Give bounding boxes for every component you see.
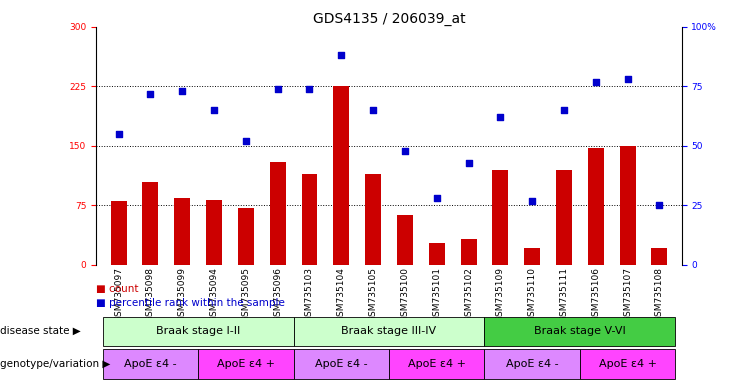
Bar <box>619 146 636 265</box>
Point <box>399 147 411 154</box>
Text: GSM735108: GSM735108 <box>655 268 664 323</box>
Text: GSM735110: GSM735110 <box>528 268 536 323</box>
Title: GDS4135 / 206039_at: GDS4135 / 206039_at <box>313 12 465 26</box>
Text: GSM735094: GSM735094 <box>210 268 219 322</box>
Text: GSM735096: GSM735096 <box>273 268 282 323</box>
Text: GSM735106: GSM735106 <box>591 268 600 323</box>
Bar <box>270 162 285 265</box>
Text: ApoE ε4 +: ApoE ε4 + <box>408 359 466 369</box>
Text: GSM735102: GSM735102 <box>464 268 473 322</box>
Bar <box>588 147 604 265</box>
Point <box>590 79 602 85</box>
Bar <box>524 248 540 265</box>
Text: Braak stage III-IV: Braak stage III-IV <box>342 326 436 336</box>
Point <box>526 198 538 204</box>
Text: GSM735109: GSM735109 <box>496 268 505 323</box>
Bar <box>651 248 668 265</box>
Point <box>208 107 220 113</box>
Point <box>304 86 316 92</box>
Point <box>336 52 348 58</box>
Bar <box>493 170 508 265</box>
Point <box>176 88 188 94</box>
Bar <box>389 349 485 379</box>
Text: GSM735099: GSM735099 <box>178 268 187 323</box>
Bar <box>365 174 381 265</box>
Point <box>622 76 634 82</box>
Text: ApoE ε4 -: ApoE ε4 - <box>124 359 176 369</box>
Point <box>240 138 252 144</box>
Bar <box>103 316 293 346</box>
Bar <box>293 316 485 346</box>
Text: ■ count: ■ count <box>96 284 139 294</box>
Text: GSM735095: GSM735095 <box>242 268 250 323</box>
Bar <box>206 200 222 265</box>
Bar <box>556 170 572 265</box>
Text: GSM735098: GSM735098 <box>146 268 155 323</box>
Point <box>272 86 284 92</box>
Text: ApoE ε4 -: ApoE ε4 - <box>315 359 368 369</box>
Text: GSM735100: GSM735100 <box>400 268 410 323</box>
Point <box>368 107 379 113</box>
Bar <box>429 243 445 265</box>
Text: GSM735111: GSM735111 <box>559 268 568 323</box>
Bar <box>198 349 293 379</box>
Bar <box>238 208 254 265</box>
Text: genotype/variation ▶: genotype/variation ▶ <box>0 359 110 369</box>
Bar <box>485 316 675 346</box>
Text: Braak stage I-II: Braak stage I-II <box>156 326 240 336</box>
Bar <box>302 174 317 265</box>
Point <box>431 195 442 201</box>
Text: ApoE ε4 +: ApoE ε4 + <box>217 359 275 369</box>
Text: ApoE ε4 +: ApoE ε4 + <box>599 359 657 369</box>
Point <box>494 114 506 121</box>
Point <box>462 159 474 166</box>
Point <box>558 107 570 113</box>
Text: ■ percentile rank within the sample: ■ percentile rank within the sample <box>96 298 285 308</box>
Point <box>654 202 665 209</box>
Bar <box>580 349 675 379</box>
Bar <box>103 349 198 379</box>
Bar <box>333 86 349 265</box>
Bar <box>293 349 389 379</box>
Point <box>113 131 124 137</box>
Bar <box>174 197 190 265</box>
Text: GSM735105: GSM735105 <box>368 268 378 323</box>
Bar <box>397 215 413 265</box>
Point <box>144 91 156 97</box>
Text: Braak stage V-VI: Braak stage V-VI <box>534 326 626 336</box>
Text: GSM735104: GSM735104 <box>337 268 346 322</box>
Bar <box>110 202 127 265</box>
Text: GSM735107: GSM735107 <box>623 268 632 323</box>
Bar <box>461 239 476 265</box>
Text: GSM735097: GSM735097 <box>114 268 123 323</box>
Bar <box>142 182 159 265</box>
Text: ApoE ε4 -: ApoE ε4 - <box>506 359 559 369</box>
Text: disease state ▶: disease state ▶ <box>0 326 81 336</box>
Text: GSM735101: GSM735101 <box>432 268 441 323</box>
Text: GSM735103: GSM735103 <box>305 268 314 323</box>
Bar <box>485 349 580 379</box>
